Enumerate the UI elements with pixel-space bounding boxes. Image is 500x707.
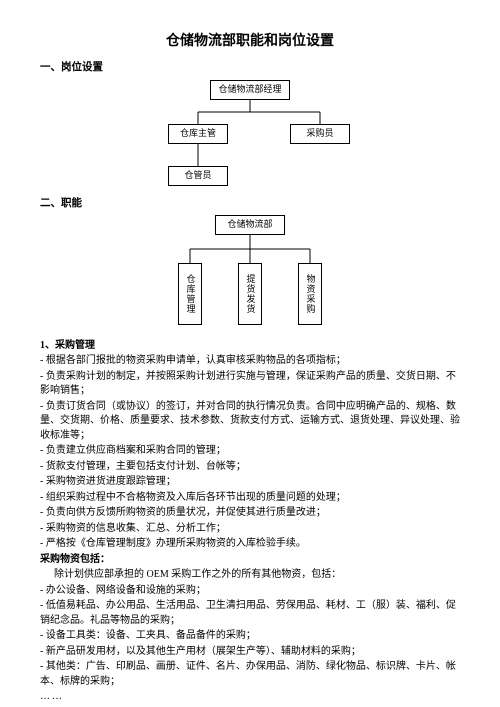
body-line: - 其他类：广告、印刷品、画册、证件、名片、办保用品、消防、绿化物品、标识牌、卡… [40,660,460,689]
org-node-delivery: 提货发货 [238,263,262,325]
org-node-buyer: 采购员 [290,124,350,144]
org-node-manager: 仓储物流部经理 [210,80,290,100]
body-line: - 采购物资进货进度跟踪管理； [40,475,460,490]
body-line: - 负责采购计划的制定，并按照采购计划进行实施与管理，保证采购产品的质量、交货日… [40,370,460,399]
body-line: - 采购物资的信息收集、汇总、分析工作； [40,522,460,537]
body-line: - 办公设备、网络设备和设施的采购； [40,584,460,599]
body-line: - 货款支付管理，主要包括支付计划、台帐等； [40,460,460,475]
subhead-procurement: 1、采购管理 [40,339,460,354]
body-line: …… [40,690,460,705]
org-chart-functions: 仓储物流部 仓库管理 提货发货 物资采购 [120,215,380,333]
section-1-heading: 一、岗位设置 [40,60,460,75]
body-line: - 新产品研发用材，以及其他生产用材（展架生产等）、辅助材料的采购； [40,645,460,660]
body-line: - 设备工具类：设备、工夹具、备品备件的采购； [40,629,460,644]
org-node-dept: 仓储物流部 [215,215,285,235]
body-line: - 负责向供方反馈所购物资的质量状况，并促使其进行质量改进； [40,506,460,521]
body-line: - 根据各部门报批的物资采购申请单，认真审核采购物品的各项指标； [40,354,460,369]
page-title: 仓储物流部职能和岗位设置 [40,32,460,52]
org-chart-positions: 仓储物流部经理 仓库主管 采购员 仓管员 [120,80,380,192]
org-node-keeper: 仓管员 [168,166,228,186]
org-node-supervisor: 仓库主管 [168,124,228,144]
body-line: 除计划供应部承担的 OEM 采购工作之外的所有其他物资，包括： [40,568,460,583]
org-node-storage: 仓库管理 [178,263,202,325]
org-node-procure: 物资采购 [298,263,322,325]
body-line: - 负责建立供应商档案和采购合同的管理； [40,444,460,459]
body-line: - 严格按《仓库管理制度》办理所采购物资的入库检验手续。 [40,537,460,552]
section-2-heading: 二、职能 [40,196,460,211]
body-line: - 组织采购过程中不合格物资及入库后各环节出现的质量问题的处理； [40,491,460,506]
body-line: - 低值易耗品、办公用品、生活用品、卫生清扫用品、劳保用品、耗材、工（服）装、福… [40,599,460,628]
body-line: - 负责订货合同（或协议）的签订，并对合同的执行情况负责。合同中应明确产品的、规… [40,400,460,444]
subhead-includes: 采购物资包括： [40,553,460,568]
